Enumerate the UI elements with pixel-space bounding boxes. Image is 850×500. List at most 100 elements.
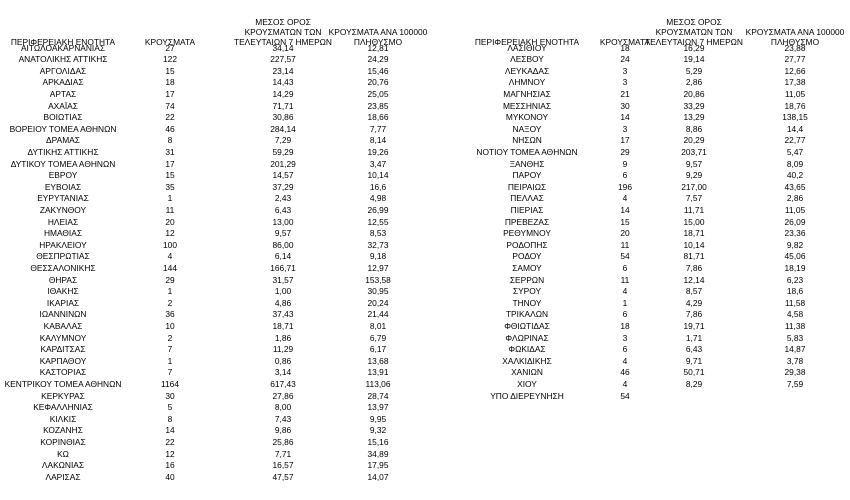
per-100k-cell: 21,44 <box>367 309 389 320</box>
weekly-mean-cell: 16,57 <box>272 460 294 471</box>
weekly-mean-cell: 5,29 <box>685 65 703 76</box>
weekly-mean-cell: 9,86 <box>274 425 292 436</box>
region-cell: ΛΕΥΚΑΔΑΣ <box>504 65 550 76</box>
cases-cell: 36 <box>165 309 175 320</box>
cases-cell: 17 <box>165 158 175 169</box>
weekly-mean-cell: 19,14 <box>683 54 705 65</box>
cases-cell: 35 <box>165 181 175 192</box>
weekly-mean-cell: 7,29 <box>274 135 292 146</box>
region-cell: ΜΥΚΟΝΟΥ <box>505 112 549 123</box>
region-cell: ΚΙΛΚΙΣ <box>49 413 77 424</box>
weekly-mean-cell: 12,14 <box>683 274 705 285</box>
weekly-mean-cell: 20,86 <box>683 88 705 99</box>
per-100k-cell: 20,24 <box>367 297 389 308</box>
cases-cell: 10 <box>165 320 175 331</box>
region-cell: ΣΥΡΟΥ <box>512 286 542 297</box>
per-100k-cell: 138,15 <box>782 112 808 123</box>
per-100k-cell: 6,23 <box>786 274 804 285</box>
per-100k-cell: 3,78 <box>786 355 804 366</box>
weekly-mean-cell: 1,00 <box>274 286 292 297</box>
region-cell: ΝΟΤΙΟΥ ΤΟΜΕΑ ΑΘΗΝΩΝ <box>476 146 578 157</box>
weekly-mean-cell: 9,57 <box>274 228 292 239</box>
region-cell: ΙΚΑΡΙΑΣ <box>46 297 80 308</box>
per-100k-cell: 113,06 <box>365 378 391 389</box>
per-100k-cell: 18,6 <box>786 286 804 297</box>
cases-cell: 2 <box>167 297 173 308</box>
region-cell: ΡΟΔΟΠΗΣ <box>506 239 548 250</box>
weekly-mean-cell: 1,86 <box>274 332 292 343</box>
cases-cell: 4 <box>622 286 628 297</box>
weekly-mean-cell: 11,71 <box>683 204 705 215</box>
cases-cell: 30 <box>165 390 175 401</box>
cases-cell: 6 <box>622 170 628 181</box>
weekly-mean-cell: 2,43 <box>274 193 292 204</box>
per-100k-cell: 8,53 <box>369 228 387 239</box>
region-cell: ΗΜΑΘΙΑΣ <box>43 228 83 239</box>
cases-cell: 1 <box>167 355 173 366</box>
per-100k-cell: 2,86 <box>786 193 804 204</box>
weekly-mean-cell: 203,71 <box>681 146 707 157</box>
region-cell: ΕΥΒΟΙΑΣ <box>44 181 82 192</box>
column-header: ΠΕΡΙΦΕΡΕΙΑΚΗ ΕΝΟΤΗΤΑ <box>474 37 580 47</box>
cases-cell: 3 <box>622 332 628 343</box>
region-cell: ΞΑΝΘΗΣ <box>509 158 545 169</box>
per-100k-cell: 5,83 <box>786 332 804 343</box>
weekly-mean-cell: 7,86 <box>685 309 703 320</box>
region-cell: ΚΩ <box>57 448 69 459</box>
weekly-mean-cell: 6,14 <box>274 251 292 262</box>
cases-cell: 144 <box>163 262 177 273</box>
region-cell: ΚΑΛΥΜΝΟΥ <box>39 332 87 343</box>
region-cell: ΗΡΑΚΛΕΙΟΥ <box>39 239 87 250</box>
region-cell: ΖΑΚΥΝΘΟΥ <box>39 204 87 215</box>
weekly-mean-cell: 34,14 <box>272 42 294 53</box>
per-100k-cell: 13,68 <box>367 355 389 366</box>
cases-cell: 196 <box>618 181 632 192</box>
column-header: ΚΡΟΥΣΜΑΤΑ ΑΝΑ 100000 ΠΛΗΘΥΣΜΟ <box>745 27 845 47</box>
weekly-mean-cell: 9,57 <box>685 158 703 169</box>
region-cell: ΕΥΡΥΤΑΝΙΑΣ <box>37 193 89 204</box>
per-100k-cell: 18,76 <box>784 100 806 111</box>
cases-cell: 8 <box>167 413 173 424</box>
weekly-mean-cell: 20,29 <box>683 135 705 146</box>
weekly-mean-cell: 18,71 <box>683 228 705 239</box>
per-100k-cell: 16,6 <box>369 181 387 192</box>
weekly-mean-cell: 227,57 <box>270 54 296 65</box>
cases-cell: 29 <box>165 274 175 285</box>
cases-cell: 3 <box>622 77 628 88</box>
weekly-mean-cell: 8,00 <box>274 402 292 413</box>
per-100k-cell: 6,79 <box>369 332 387 343</box>
per-100k-cell: 19,26 <box>367 146 389 157</box>
cases-cell: 100 <box>163 239 177 250</box>
region-cell: ΑΡΓΟΛΙΔΑΣ <box>39 65 87 76</box>
weekly-mean-cell: 3,14 <box>274 367 292 378</box>
region-cell: ΑΡΤΑΣ <box>49 88 77 99</box>
region-cell: ΑΧΑΪΑΣ <box>48 100 78 111</box>
region-cell: ΔΥΤΙΚΗΣ ΑΤΤΙΚΗΣ <box>27 146 99 157</box>
cases-cell: 6 <box>622 344 628 355</box>
weekly-mean-cell: 8,29 <box>685 378 703 389</box>
per-100k-cell: 13,97 <box>367 402 389 413</box>
weekly-mean-cell: 47,57 <box>272 471 294 482</box>
region-cell: ΧΑΝΙΩΝ <box>511 367 543 378</box>
region-cell: ΚΕΦΑΛΛΗΝΙΑΣ <box>33 402 93 413</box>
region-cell: ΙΘΑΚΗΣ <box>47 286 79 297</box>
region-cell: ΛΗΜΝΟΥ <box>508 77 546 88</box>
weekly-mean-cell: 6,43 <box>685 344 703 355</box>
weekly-mean-cell: 37,29 <box>272 181 294 192</box>
region-cell: ΜΕΣΣΗΝΙΑΣ <box>502 100 552 111</box>
cases-cell: 14 <box>165 425 175 436</box>
per-100k-cell: 11,05 <box>784 204 806 215</box>
weekly-mean-cell: 18,71 <box>272 320 294 331</box>
per-100k-cell: 12,55 <box>367 216 389 227</box>
per-100k-cell: 8,01 <box>369 320 387 331</box>
cases-cell: 54 <box>620 390 630 401</box>
weekly-mean-cell: 30,86 <box>272 112 294 123</box>
region-cell: ΠΕΙΡΑΙΩΣ <box>507 181 547 192</box>
region-cell: ΣΑΜΟΥ <box>512 262 542 273</box>
weekly-mean-cell: 284,14 <box>270 123 296 134</box>
region-cell: ΕΒΡΟΥ <box>48 170 78 181</box>
region-cell: ΔΡΑΜΑΣ <box>46 135 80 146</box>
weekly-mean-cell: 8,86 <box>685 123 703 134</box>
weekly-mean-cell: 25,86 <box>272 436 294 447</box>
